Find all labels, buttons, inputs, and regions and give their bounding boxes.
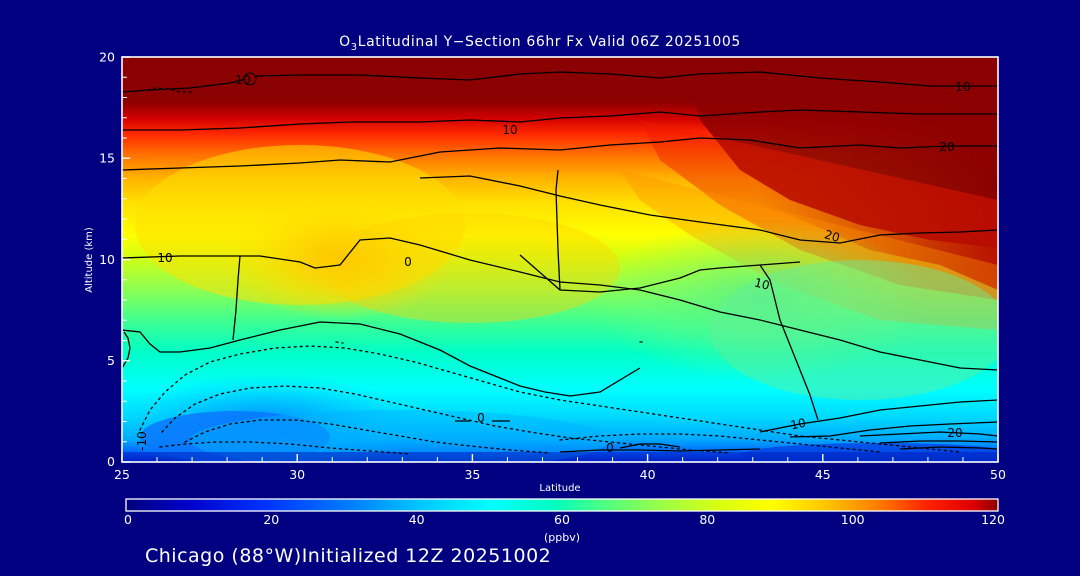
x-tick-label: 50: [990, 467, 1006, 482]
title-subscript: 3: [351, 42, 358, 53]
y-tick-label: 15: [99, 151, 115, 166]
contour-value-labels: 10 10 20 10 20 10 0 10 -10 0 0 10 20: [135, 73, 971, 455]
contour-label: 10: [502, 123, 517, 137]
contour-0-bottom: [559, 448, 761, 453]
x-tick-label: 30: [289, 467, 305, 482]
contour-10-mid: [122, 237, 998, 371]
contour-20-upper: [122, 137, 998, 171]
x-axis-major-ticks: [121, 454, 999, 462]
contour-20-bottom-1: [859, 431, 998, 437]
contour-10-lower-right: [759, 399, 998, 433]
contour-neg-tiny2: [335, 341, 344, 344]
contour-boundary-left: [122, 321, 641, 397]
colorbar-tick-label: 80: [699, 512, 715, 527]
x-axis-minor-ticks: [156, 457, 964, 462]
x-tick-label: 45: [815, 467, 831, 482]
contour-label: 10: [789, 416, 807, 433]
contour-label: 20: [823, 227, 842, 245]
figure-caption: Chicago (88°W)Initialized 12Z 20251002: [145, 545, 551, 567]
contour-neg-4: [159, 441, 411, 455]
contour-20-bottom-2: [879, 440, 998, 444]
y-axis-major-ticks: [122, 56, 130, 463]
colorbar-unit-label: (ppbv): [544, 531, 580, 544]
y-axis-tick-labels: 0 5 10 15 20: [99, 50, 115, 470]
stratospheric-intrusion-core: [680, 57, 998, 248]
mid-yellow-tongue: [320, 213, 620, 323]
contour-neg-upper-left: [147, 87, 193, 93]
contour-10-vertical-branch: [232, 255, 241, 341]
contour-neg-3: [184, 419, 551, 454]
x-tick-label: 25: [114, 467, 130, 482]
contour-20-descending: [419, 175, 998, 244]
y-tick-label: 20: [99, 50, 115, 65]
y-axis-label: Altitude (km): [84, 227, 95, 293]
contour-neg-lobe-right: [559, 433, 881, 453]
surface-dark-strip: [122, 452, 998, 462]
x-axis-tick-labels: 25 30 35 40 45 50: [114, 467, 1006, 482]
y-tick-label: 0: [107, 454, 115, 469]
contour-10-mid-upper: [122, 109, 998, 131]
colorbar-tick-label: 20: [263, 512, 279, 527]
colorbar: 0 20 40 60 80 100 120 (ppbv): [124, 498, 1005, 544]
contour-label: -10: [135, 431, 149, 451]
contour-lines-negative: [139, 87, 961, 455]
contour-label: 0: [606, 441, 614, 455]
contour-label: 0: [404, 255, 412, 269]
x-tick-label: 40: [640, 467, 656, 482]
chart-title: O3Latitudinal Y−Section 66hr Fx Valid 06…: [339, 34, 741, 53]
contour-0-mid-right: [519, 254, 801, 293]
contour-label: 10: [955, 80, 970, 94]
contour-neg-2: [161, 385, 731, 454]
colorbar-tick-label: 60: [554, 512, 570, 527]
tropospheric-yellow-plume: [135, 145, 465, 305]
colorbar-tick-label: 120: [981, 512, 1005, 527]
y-axis-minor-ticks: [122, 76, 127, 443]
y-tick-label: 10: [99, 252, 115, 267]
colorbar-tick-labels: 0 20 40 60 80 100 120: [124, 512, 1005, 527]
title-species: O: [339, 34, 351, 50]
contour-0-label-curve: [759, 264, 819, 421]
colorbar-gradient: [126, 499, 998, 511]
x-axis-label: Latitude: [539, 483, 580, 494]
colorbar-tick-label: 0: [124, 512, 132, 527]
green-tongue-right: [590, 220, 930, 380]
colorbar-tick-label: 100: [841, 512, 865, 527]
contour-label: 0: [477, 411, 485, 425]
contour-label: 10: [753, 275, 771, 292]
contour-label: 10: [235, 73, 250, 87]
contour-10-upper: [122, 71, 998, 93]
contour-label: 20: [947, 426, 962, 440]
contour-label-bubble-10-upper: [243, 72, 257, 86]
colorbar-frame: [125, 498, 999, 512]
contour-label: 20: [939, 140, 954, 154]
contour-0-bottom-left: [619, 443, 681, 449]
colorbar-tick-label: 40: [409, 512, 425, 527]
y-tick-label: 5: [107, 353, 115, 368]
contour-10-lower-right-2: [789, 421, 998, 438]
contour-field: [122, 57, 998, 462]
contour-label: 10: [157, 251, 172, 265]
contour-lines-positive: [122, 71, 998, 453]
x-tick-label: 35: [464, 467, 480, 482]
title-text: Latitudinal Y−Section 66hr Fx Valid 06Z …: [358, 34, 741, 50]
green-tongue-right-2: [710, 260, 998, 400]
contour-0-mid: [555, 169, 561, 291]
intrusion-red-edge: [640, 120, 998, 300]
low-level-blue-core: [140, 411, 330, 462]
